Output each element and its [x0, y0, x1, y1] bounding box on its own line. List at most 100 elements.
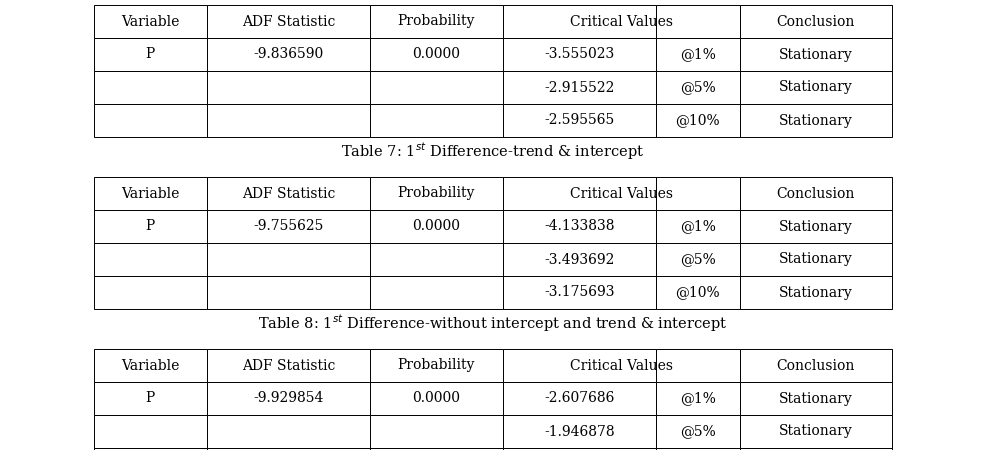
Bar: [370, 5, 503, 38]
Text: @10%: @10%: [675, 285, 720, 300]
Text: -3.175693: -3.175693: [544, 285, 614, 300]
Text: Stationary: Stationary: [779, 252, 853, 266]
Bar: [370, 71, 503, 104]
Bar: [94, 382, 207, 415]
Bar: [503, 243, 656, 276]
Text: Table 7: 1$^{st}$ Difference-trend & intercept: Table 7: 1$^{st}$ Difference-trend & int…: [341, 140, 645, 162]
Bar: [503, 38, 656, 71]
Bar: [207, 177, 370, 210]
Bar: [207, 243, 370, 276]
Text: -3.493692: -3.493692: [544, 252, 614, 266]
Bar: [207, 349, 370, 382]
Text: P: P: [146, 392, 155, 405]
Text: P: P: [146, 220, 155, 234]
Text: @1%: @1%: [679, 220, 716, 234]
Bar: [370, 382, 503, 415]
Bar: [94, 210, 207, 243]
Text: @5%: @5%: [679, 81, 716, 94]
Bar: [370, 38, 503, 71]
Text: Stationary: Stationary: [779, 48, 853, 62]
Text: Stationary: Stationary: [779, 113, 853, 127]
Bar: [94, 276, 207, 309]
Text: Conclusion: Conclusion: [777, 359, 855, 373]
Bar: [370, 448, 503, 450]
Bar: [207, 5, 370, 38]
Bar: [656, 71, 740, 104]
Text: ADF Statistic: ADF Statistic: [242, 14, 335, 28]
Text: 0.0000: 0.0000: [412, 220, 460, 234]
Bar: [207, 38, 370, 71]
Bar: [94, 415, 207, 448]
Bar: [740, 415, 892, 448]
Bar: [740, 349, 892, 382]
Bar: [370, 415, 503, 448]
Text: -1.946878: -1.946878: [544, 424, 614, 438]
Text: Variable: Variable: [121, 14, 179, 28]
Bar: [94, 243, 207, 276]
Text: Variable: Variable: [121, 359, 179, 373]
Bar: [740, 210, 892, 243]
Text: Critical Values: Critical Values: [570, 14, 672, 28]
Bar: [207, 71, 370, 104]
Text: @1%: @1%: [679, 392, 716, 405]
Bar: [370, 349, 503, 382]
Text: -9.836590: -9.836590: [253, 48, 323, 62]
Bar: [370, 104, 503, 137]
Bar: [656, 448, 740, 450]
Text: Probability: Probability: [397, 14, 475, 28]
Bar: [207, 382, 370, 415]
Text: -4.133838: -4.133838: [544, 220, 614, 234]
Bar: [370, 210, 503, 243]
Text: -2.595565: -2.595565: [544, 113, 614, 127]
Text: @1%: @1%: [679, 48, 716, 62]
Bar: [740, 71, 892, 104]
Bar: [94, 38, 207, 71]
Bar: [740, 276, 892, 309]
Bar: [656, 5, 740, 38]
Text: Stationary: Stationary: [779, 81, 853, 94]
Text: Stationary: Stationary: [779, 285, 853, 300]
Text: Critical Values: Critical Values: [570, 186, 672, 201]
Bar: [207, 104, 370, 137]
Text: Conclusion: Conclusion: [777, 186, 855, 201]
Text: Probability: Probability: [397, 186, 475, 201]
Bar: [740, 177, 892, 210]
Bar: [656, 382, 740, 415]
Text: -2.915522: -2.915522: [544, 81, 614, 94]
Text: Stationary: Stationary: [779, 392, 853, 405]
Bar: [94, 349, 207, 382]
Text: 0.0000: 0.0000: [412, 392, 460, 405]
Text: Table 8: 1$^{st}$ Difference-without intercept and trend & intercept: Table 8: 1$^{st}$ Difference-without int…: [258, 312, 728, 334]
Text: @10%: @10%: [675, 113, 720, 127]
Bar: [656, 415, 740, 448]
Bar: [656, 38, 740, 71]
Bar: [503, 210, 656, 243]
Text: ADF Statistic: ADF Statistic: [242, 359, 335, 373]
Bar: [503, 5, 656, 38]
Text: Stationary: Stationary: [779, 220, 853, 234]
Bar: [207, 448, 370, 450]
Bar: [740, 382, 892, 415]
Bar: [656, 210, 740, 243]
Bar: [94, 177, 207, 210]
Bar: [740, 38, 892, 71]
Bar: [740, 104, 892, 137]
Bar: [503, 415, 656, 448]
Bar: [656, 349, 740, 382]
Bar: [503, 71, 656, 104]
Text: -3.555023: -3.555023: [544, 48, 614, 62]
Bar: [503, 382, 656, 415]
Bar: [94, 5, 207, 38]
Bar: [656, 276, 740, 309]
Bar: [656, 177, 740, 210]
Text: -9.929854: -9.929854: [253, 392, 323, 405]
Bar: [94, 71, 207, 104]
Bar: [740, 243, 892, 276]
Text: ADF Statistic: ADF Statistic: [242, 186, 335, 201]
Bar: [503, 349, 656, 382]
Text: -9.755625: -9.755625: [253, 220, 323, 234]
Text: @5%: @5%: [679, 424, 716, 438]
Bar: [94, 104, 207, 137]
Text: Stationary: Stationary: [779, 424, 853, 438]
Text: @5%: @5%: [679, 252, 716, 266]
